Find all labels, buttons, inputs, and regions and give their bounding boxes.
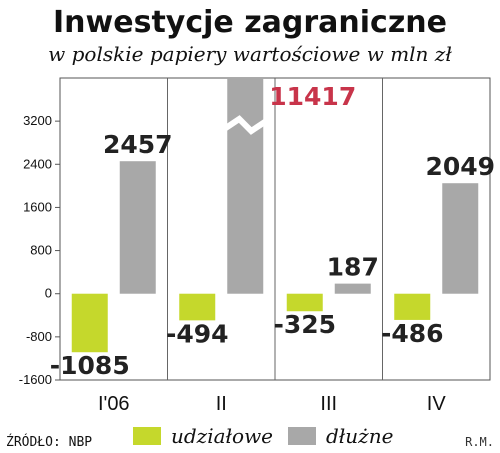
credit-note: R.M. <box>465 435 494 449</box>
bar-dłużne <box>334 283 371 294</box>
axis-break-mark <box>222 115 268 135</box>
legend-label: udziałowe <box>171 424 273 448</box>
y-tick-label: -1600 <box>19 372 52 387</box>
value-label: -325 <box>273 310 336 339</box>
chart-title: Inwestycje zagraniczne <box>53 5 447 40</box>
value-label: 2457 <box>103 130 173 159</box>
value-label: 2049 <box>425 152 495 181</box>
value-label: 187 <box>327 253 379 282</box>
legend: udziałowe dłużne <box>133 424 393 448</box>
bar-dłużne <box>227 78 264 294</box>
source-note: ŹRÓDŁO: NBP <box>6 434 92 450</box>
bar-udziałowe <box>71 293 108 353</box>
y-tick-label: 2400 <box>23 156 52 171</box>
legend-swatch <box>133 427 161 445</box>
value-label: 11417 <box>269 82 356 111</box>
plot-area: 3200 2400 1600 800 0 -800 -1600-1085 -494 -325 -4… <box>19 77 495 415</box>
y-tick-label: 0 <box>45 286 52 301</box>
bar-udziałowe <box>394 293 431 320</box>
y-tick-label: 1600 <box>23 199 52 214</box>
legend-swatch <box>288 427 316 445</box>
bar-udziałowe <box>286 293 323 312</box>
value-label: -494 <box>166 319 229 348</box>
value-label: -486 <box>381 319 444 348</box>
bar-dłużne <box>442 183 479 294</box>
y-tick-label: 800 <box>30 243 52 258</box>
bar-dłużne <box>119 161 156 294</box>
y-tick-label: -800 <box>26 329 52 344</box>
category-label: III <box>320 393 337 415</box>
legend-label: dłużne <box>326 424 393 448</box>
y-tick-label: 3200 <box>23 113 52 128</box>
chart-subtitle: w polskie papiery wartościowe w mln zł <box>48 42 452 66</box>
value-label: -1085 <box>50 351 130 380</box>
category-label: IV <box>427 393 447 415</box>
category-label: I'06 <box>98 393 130 415</box>
bar-udziałowe <box>179 293 216 321</box>
category-label: II <box>216 393 227 415</box>
